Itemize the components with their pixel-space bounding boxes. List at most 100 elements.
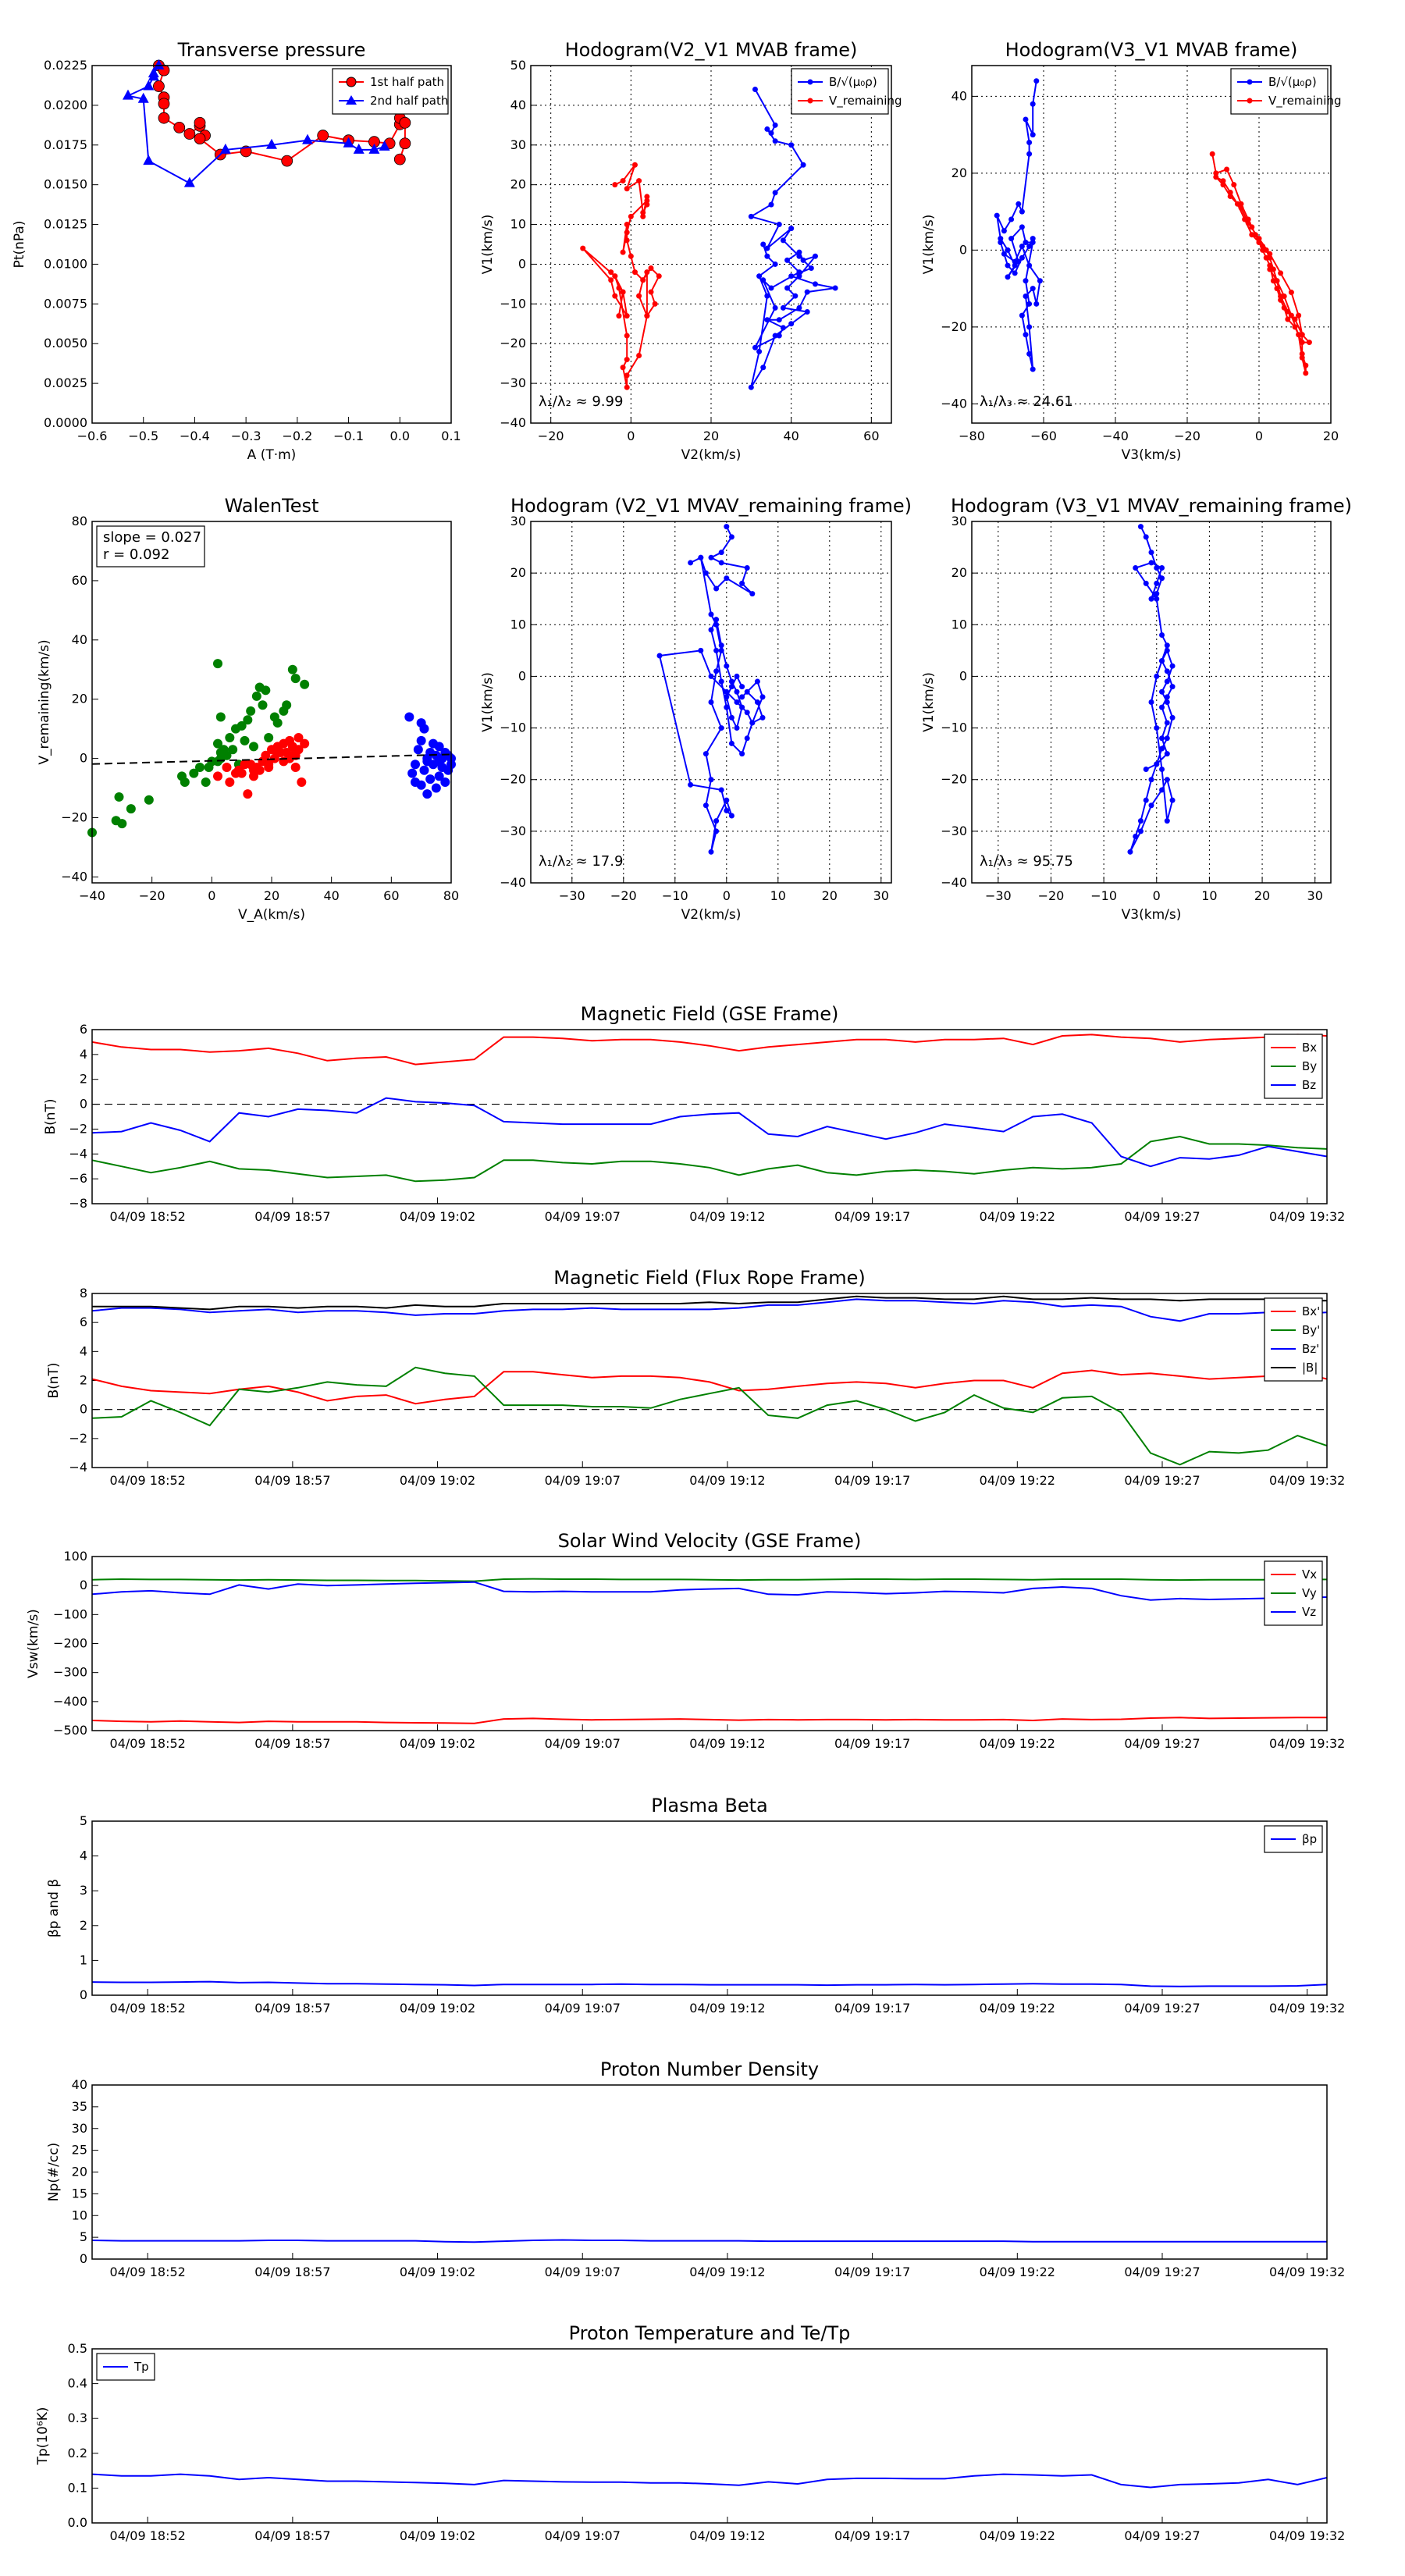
data-point <box>631 162 638 168</box>
data-point <box>616 313 622 319</box>
data-point <box>620 365 626 371</box>
y-axis-label: Tp(10⁶K) <box>35 2407 51 2465</box>
data-point <box>180 777 190 787</box>
y-tick-label: −400 <box>53 1694 87 1709</box>
y-tick-label: 20 <box>951 565 967 580</box>
data-point <box>772 304 778 311</box>
data-point <box>1023 332 1029 338</box>
data-point <box>1030 286 1036 292</box>
data-point <box>243 715 253 725</box>
data-point <box>744 710 750 716</box>
data-point <box>1256 240 1262 246</box>
data-point <box>759 694 766 700</box>
legend-label: V_remaining <box>1268 94 1342 109</box>
panel-h1: Hodogram(V2_V1 MVAB frame)−20 0 20 40 60−40−… <box>480 39 902 463</box>
y-tick-label: −20 <box>61 810 87 825</box>
y-tick-label: 0.0125 <box>44 217 87 232</box>
data-point <box>1143 580 1149 586</box>
data-point <box>1288 290 1294 296</box>
y-tick-label: −40 <box>941 875 967 890</box>
stats-box <box>96 525 205 568</box>
chart-title: Solar Wind Velocity (GSE Frame) <box>558 1530 862 1552</box>
y-tick-label: −200 <box>53 1636 87 1651</box>
y-tick-label: 60 <box>72 573 87 588</box>
data-point <box>300 738 310 749</box>
data-point <box>739 684 745 690</box>
axes-frame <box>91 521 452 884</box>
data-point <box>644 194 650 200</box>
data-point <box>624 237 630 244</box>
y-tick-label: 20 <box>510 565 526 580</box>
data-point <box>1164 720 1170 726</box>
panel-h4: Hodogram (V3_V1 MVAV_remaining frame) −30… <box>921 495 1352 923</box>
data-point <box>379 140 390 151</box>
y-tick-label: 6 <box>80 1315 87 1329</box>
data-point <box>251 691 261 701</box>
y-tick-label: 0.3 <box>68 2411 87 2425</box>
x-tick-label: −20 <box>538 429 564 443</box>
data-point <box>1303 362 1309 368</box>
data-point <box>772 190 778 196</box>
data-point <box>126 804 136 814</box>
data-point <box>264 762 274 772</box>
chart-title: Magnetic Field (GSE Frame) <box>581 1003 839 1025</box>
x-tick-label: 04/09 19:32 <box>1269 1473 1345 1488</box>
x-tick-label: 04/09 19:07 <box>545 1736 621 1751</box>
data-point <box>608 269 614 276</box>
data-point <box>998 236 1004 242</box>
data-point <box>1154 565 1160 571</box>
y-tick-label: −100 <box>53 1606 87 1621</box>
data-point <box>728 534 735 540</box>
data-point <box>640 209 646 215</box>
data-point <box>237 720 247 731</box>
x-tick-label: −0.5 <box>128 429 158 443</box>
data-point <box>620 289 626 295</box>
x-tick-label: 04/09 19:07 <box>545 1473 621 1488</box>
data-point <box>1001 228 1007 234</box>
data-point <box>1164 647 1170 653</box>
y-tick-label: 3 <box>80 1883 87 1898</box>
data-point <box>832 285 838 291</box>
data-point <box>189 768 199 778</box>
axes-frame <box>91 2348 1328 2524</box>
data-point <box>317 130 329 141</box>
data-point <box>117 819 127 829</box>
x-tick-label: 04/09 19:22 <box>980 1209 1055 1224</box>
x-tick-label: −10 <box>1090 888 1117 903</box>
y-tick-label: 0.0000 <box>44 415 87 430</box>
y-axis-label: V1(km/s) <box>480 672 496 732</box>
data-point <box>1267 251 1273 257</box>
x-tick-label: 04/09 19:22 <box>980 1473 1055 1488</box>
data-point <box>1159 745 1165 752</box>
legend-label: |B| <box>1302 1361 1318 1375</box>
data-point <box>644 269 650 276</box>
axes-frame <box>91 2084 1328 2260</box>
data-point <box>718 560 724 566</box>
data-point <box>1030 236 1036 242</box>
data-point <box>754 678 760 685</box>
data-point <box>416 735 426 745</box>
y-tick-label: 0.0 <box>68 2515 87 2530</box>
data-point <box>713 668 720 674</box>
data-point <box>1213 170 1219 176</box>
data-point <box>624 186 630 192</box>
y-tick-label: −2 <box>69 1431 87 1446</box>
data-point <box>631 269 638 276</box>
x-tick-label: −40 <box>1102 429 1129 443</box>
y-axis-label: V_remaining(km/s) <box>37 639 52 764</box>
y-tick-label: 0 <box>518 668 526 683</box>
data-point <box>1019 224 1025 230</box>
data-point <box>1026 262 1033 269</box>
data-point <box>404 712 414 722</box>
axes-frame <box>91 1029 1328 1204</box>
axes-frame <box>530 65 892 424</box>
data-point <box>728 740 735 746</box>
data-point <box>713 617 720 623</box>
data-point <box>612 182 618 188</box>
data-point <box>1133 833 1139 839</box>
data-point <box>788 273 795 279</box>
y-tick-label: 4 <box>80 1343 87 1358</box>
legend-marker <box>807 79 813 85</box>
data-point <box>1008 216 1015 222</box>
data-point <box>772 138 778 144</box>
